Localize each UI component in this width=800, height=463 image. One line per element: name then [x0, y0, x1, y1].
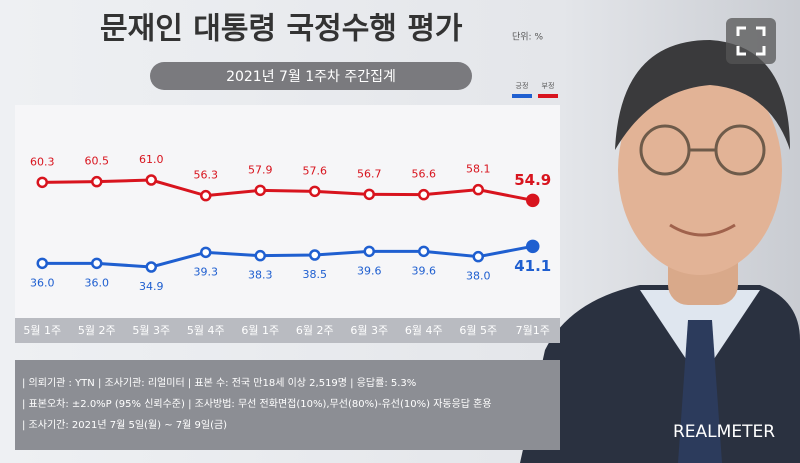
note: | 조사기간: 2021년 7월 5일(월) ~ 7월 9일(금) — [22, 419, 227, 431]
point — [309, 249, 321, 261]
expand-button[interactable] — [726, 18, 776, 64]
point — [526, 239, 540, 254]
value-label: 60.5 — [85, 155, 110, 168]
portrait — [520, 40, 800, 463]
legend-label: 부정 — [542, 81, 555, 90]
note: | 의뢰기관 : YTN | 조사기관: 리얼미터 | 표본 수: 전국 만18… — [22, 377, 416, 389]
value-label: 39.3 — [194, 265, 219, 278]
x-tick-label: 7월1주 — [516, 324, 550, 337]
value-label: 58.1 — [466, 163, 491, 176]
point — [36, 176, 48, 189]
legend-swatch — [512, 94, 532, 98]
legend-label: 긍정 — [516, 81, 529, 90]
point — [418, 188, 430, 201]
point — [526, 193, 540, 208]
point — [472, 183, 484, 196]
value-label: 56.3 — [194, 169, 219, 182]
point — [472, 250, 484, 263]
value-label: 56.6 — [412, 168, 437, 181]
x-tick-label: 6월 3주 — [350, 324, 388, 337]
value-label: 60.3 — [30, 155, 55, 168]
value-label: 41.1 — [514, 257, 551, 275]
x-tick-label: 6월 2주 — [296, 324, 334, 337]
x-tick-label: 6월 1주 — [241, 324, 279, 337]
point — [363, 245, 375, 258]
point — [200, 246, 212, 259]
plot-panel — [15, 105, 560, 343]
expand-icon — [736, 26, 766, 56]
subtitle-pill — [150, 62, 472, 90]
series-line — [42, 244, 534, 269]
x-tick-label: 6월 5주 — [459, 324, 497, 337]
notes-panel — [15, 360, 560, 450]
value-label: 38.0 — [466, 270, 491, 283]
point — [363, 188, 375, 201]
value-label: 39.6 — [357, 264, 382, 277]
chart-title: 문재인 대통령 국정수행 평가 — [100, 12, 463, 47]
x-tick-label: 5월 1주 — [23, 324, 61, 337]
value-label: 61.0 — [139, 153, 164, 166]
note: | 표본오차: ±2.0%P (95% 신뢰수준) | 조사방법: 무선 전화면… — [22, 397, 492, 410]
point — [145, 261, 157, 273]
value-label: 57.9 — [248, 163, 273, 176]
value-label: 39.6 — [412, 264, 437, 277]
point — [91, 257, 103, 270]
value-label: 54.9 — [514, 171, 551, 189]
unit-label: 단위: % — [512, 32, 543, 43]
legend-swatch — [538, 94, 558, 98]
x-tick-label: 5월 4주 — [187, 324, 225, 337]
point — [309, 185, 321, 198]
value-label: 36.0 — [85, 276, 110, 289]
category-strip — [15, 318, 560, 343]
value-label: 38.5 — [303, 268, 328, 281]
brand: REALMETER — [673, 422, 775, 442]
value-label: 56.7 — [357, 167, 382, 180]
series-line — [42, 178, 534, 202]
point — [418, 245, 430, 258]
x-tick-label: 5월 2주 — [78, 324, 116, 337]
value-label: 38.3 — [248, 269, 273, 282]
point — [200, 189, 212, 202]
point — [254, 249, 266, 262]
value-label: 57.6 — [303, 164, 328, 177]
point — [254, 184, 266, 197]
point — [145, 174, 157, 186]
value-label: 34.9 — [139, 280, 164, 293]
point — [91, 175, 103, 188]
point — [36, 257, 48, 270]
value-label: 36.0 — [30, 276, 55, 289]
x-tick-label: 5월 3주 — [132, 324, 170, 337]
x-tick-label: 6월 4주 — [405, 324, 443, 337]
subtitle: 2021년 7월 1주차 주간집계 — [226, 69, 396, 85]
